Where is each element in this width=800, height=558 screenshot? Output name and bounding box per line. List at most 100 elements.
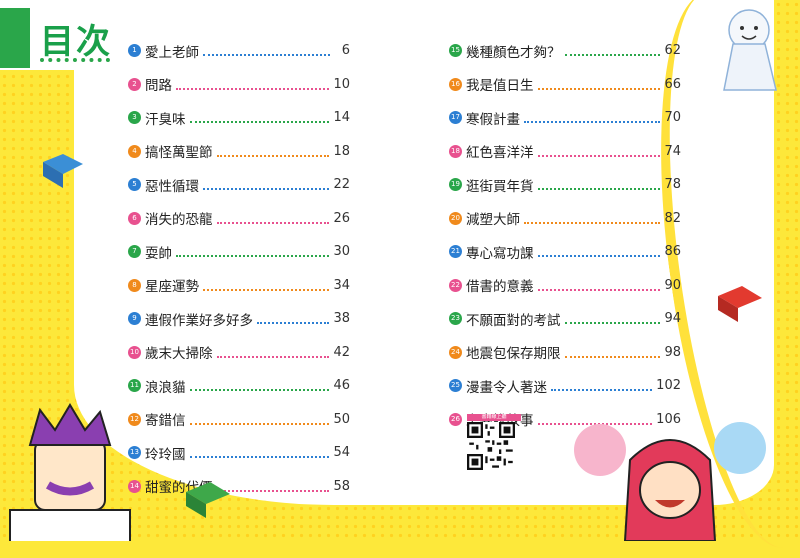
- chapter-number-badge: 24: [449, 345, 462, 359]
- page-number: 102: [656, 378, 681, 394]
- content-page: [74, 0, 774, 505]
- toc-entry[interactable]: 16 我是值日生 66: [449, 68, 681, 102]
- chapter-number-badge: 1: [128, 44, 141, 58]
- chapter-title: 減塑大師: [466, 212, 520, 229]
- chapter-number-badge: 9: [128, 312, 141, 326]
- toc-entry[interactable]: 10 歲末大掃除 42: [128, 336, 350, 370]
- page-number: 82: [664, 210, 681, 226]
- toc-entry[interactable]: 9 連假作業好多好多 38: [128, 302, 350, 336]
- dotted-leader: [564, 355, 661, 358]
- chapter-number-badge: 12: [128, 412, 141, 426]
- dotted-leader: [203, 53, 330, 57]
- chapter-number-badge: 15: [449, 44, 462, 58]
- toc-entry[interactable]: 25 漫畫令人著迷 102: [449, 369, 681, 403]
- toc-column-left: 1 愛上老師 6 2 問路 10 3 汗臭味 14 4 搞怪萬聖節 18 5 惡性循環 22 6 消失的恐龍 26…: [128, 34, 350, 503]
- dotted-leader: [216, 489, 330, 492]
- toc-entry[interactable]: 4 搞怪萬聖節 18: [128, 135, 350, 169]
- toc-entry[interactable]: 5 惡性循環 22: [128, 168, 350, 202]
- dotted-leader: [189, 120, 330, 124]
- chapter-title: 歲末大掃除: [145, 346, 213, 363]
- page-number: 14: [333, 110, 350, 126]
- chapter-title: 我是值日生: [466, 78, 534, 95]
- toc-entry[interactable]: 11 浪浪貓 46: [128, 369, 350, 403]
- chapter-title: 地震包保存期限: [466, 346, 561, 363]
- chapter-number-badge: 7: [128, 245, 141, 259]
- page-number: 106: [656, 411, 681, 427]
- dotted-leader: [537, 254, 661, 258]
- dotted-leader: [216, 221, 330, 224]
- chapter-title: 專心寫功課: [466, 245, 534, 262]
- title-underline: [40, 58, 110, 62]
- dotted-leader: [176, 254, 330, 258]
- page-number: 34: [333, 277, 350, 293]
- dotted-leader: [537, 154, 661, 157]
- dotted-leader: [189, 388, 330, 392]
- toc-entry[interactable]: 14 甜蜜的代價 58: [128, 470, 350, 504]
- chapter-number-badge: 20: [449, 211, 462, 225]
- dotted-leader: [537, 187, 661, 191]
- page-number: 22: [333, 177, 350, 193]
- toc-column-right: 15 幾種顏色才夠？ 62 16 我是值日生 66 17 寒假計畫 70 18 紅色喜洋洋 74 19 逛…: [449, 34, 681, 436]
- dotted-leader: [564, 53, 661, 57]
- flying-book-icon: [718, 286, 762, 322]
- page-number: 6: [341, 43, 350, 59]
- page-number: 98: [664, 344, 681, 360]
- chapter-number-badge: 2: [128, 77, 141, 91]
- page-number: 30: [333, 244, 350, 260]
- chapter-number-badge: 13: [128, 446, 141, 460]
- teacher-character-icon: [9, 403, 131, 541]
- toc-entry[interactable]: 13 玲玲國 54: [128, 436, 350, 470]
- page-number: 74: [664, 143, 681, 159]
- chapter-title: 問路: [145, 78, 172, 95]
- dotted-leader: [524, 120, 661, 124]
- chapter-title: 漫畫令人著迷: [466, 379, 547, 396]
- toc-entry[interactable]: 21 專心寫功課 86: [449, 235, 681, 269]
- chapter-number-badge: 6: [128, 211, 141, 225]
- toc-entry[interactable]: 3 汗臭味 14: [128, 101, 350, 135]
- chapter-title: 耍帥: [145, 245, 172, 262]
- chapter-number-badge: 21: [449, 245, 462, 259]
- chapter-number-badge: 8: [128, 278, 141, 292]
- toc-entry[interactable]: 18 紅色喜洋洋 74: [449, 135, 681, 169]
- toc-entry[interactable]: 19 逛街買年貨 78: [449, 168, 681, 202]
- chapter-title: 愛上老師: [145, 44, 199, 61]
- toc-entry[interactable]: 23 不願面對的考試 94: [449, 302, 681, 336]
- chapter-number-badge: 5: [128, 178, 141, 192]
- page-number: 94: [664, 311, 681, 327]
- teru-teru-bozu-icon: [723, 9, 777, 91]
- chapter-title: 搞怪萬聖節: [145, 145, 213, 162]
- toc-entry[interactable]: 24 地震包保存期限 98: [449, 336, 681, 370]
- page-number: 42: [333, 344, 350, 360]
- chapter-number-badge: 3: [128, 111, 141, 125]
- toc-entry[interactable]: 2 問路 10: [128, 68, 350, 102]
- page-number: 38: [333, 311, 350, 327]
- chapter-title: 連假作業好多好多: [145, 312, 253, 329]
- chapter-title: 借書的意義: [466, 279, 534, 296]
- flying-book-icon: [43, 154, 83, 188]
- flying-book-icon: [186, 482, 230, 518]
- dotted-leader: [176, 87, 330, 90]
- chapter-title: 消失的恐龍: [145, 212, 213, 229]
- qr-code-icon[interactable]: [467, 422, 515, 470]
- chapter-number-badge: 14: [128, 479, 141, 493]
- page-number: 10: [333, 76, 350, 92]
- dotted-leader: [203, 187, 330, 191]
- toc-entry[interactable]: 7 耍帥 30: [128, 235, 350, 269]
- chapter-number-badge: 25: [449, 379, 462, 393]
- toc-entry[interactable]: 8 星座運勢 34: [128, 269, 350, 303]
- dotted-leader: [564, 321, 661, 325]
- chapter-title: 汗臭味: [145, 111, 186, 128]
- toc-entry[interactable]: 15 幾種顏色才夠？ 62: [449, 34, 681, 68]
- toc-entry[interactable]: 12 寄錯信 50: [128, 403, 350, 437]
- toc-entry[interactable]: 6 消失的恐龍 26: [128, 202, 350, 236]
- page-number: 62: [664, 43, 681, 59]
- toc-entry[interactable]: 17 寒假計畫 70: [449, 101, 681, 135]
- qr-caption: 書籍線上聽: [467, 414, 521, 421]
- toc-entry[interactable]: 22 借書的意義 90: [449, 269, 681, 303]
- dotted-leader: [537, 87, 661, 90]
- dotted-leader: [203, 288, 330, 291]
- toc-entry[interactable]: 20 減塑大師 82: [449, 202, 681, 236]
- toc-entry[interactable]: 1 愛上老師 6: [128, 34, 350, 68]
- page-number: 26: [333, 210, 350, 226]
- dotted-leader: [257, 321, 330, 325]
